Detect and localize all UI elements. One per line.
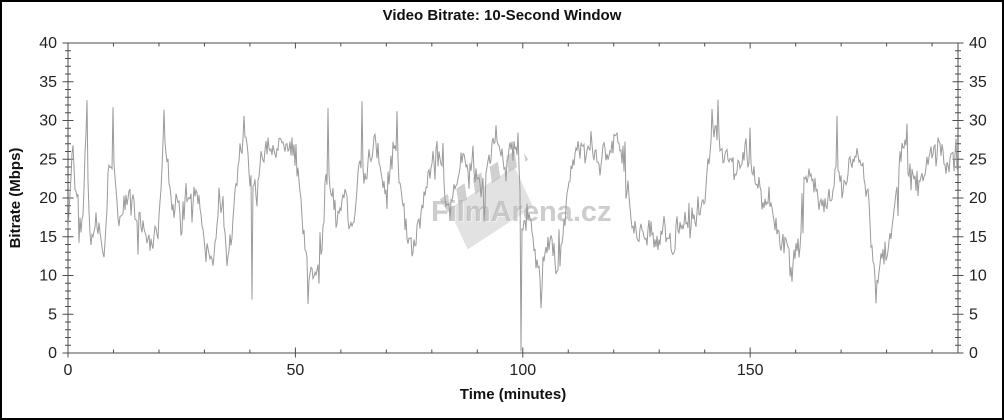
x-axis-label: Time (minutes) — [459, 386, 567, 403]
y-axis-tick-label-right: 5 — [969, 306, 978, 323]
y-axis-tick-label-right: 0 — [969, 345, 978, 362]
y-axis-tick-label-left: 0 — [48, 345, 57, 362]
y-axis-tick-label-right: 20 — [969, 190, 987, 207]
y-axis-tick-label-left: 20 — [39, 190, 57, 207]
y-axis-tick-label-left: 15 — [39, 229, 57, 246]
y-axis-tick-label-left: 30 — [39, 113, 57, 130]
y-axis-tick-label-left: 25 — [39, 151, 57, 168]
bitrate-line — [67, 99, 959, 352]
x-axis-tick-label: 0 — [64, 362, 73, 379]
chart-title: Video Bitrate: 10-Second Window — [382, 7, 622, 24]
y-axis-tick-label-left: 40 — [39, 35, 57, 52]
x-axis-tick-label: 50 — [286, 362, 304, 379]
y-axis-label: Bitrate (Mbps) — [7, 147, 24, 249]
y-axis-tick-label-left: 35 — [39, 74, 57, 91]
y-axis-tick-label-right: 10 — [969, 268, 987, 285]
plot-frame — [67, 42, 959, 354]
y-axis-tick-label-right: 40 — [969, 35, 987, 52]
y-axis-tick-label-right: 25 — [969, 151, 987, 168]
x-axis-tick-label: 150 — [737, 362, 764, 379]
y-axis-tick-label-right: 35 — [969, 74, 987, 91]
y-axis-tick-label-right: 15 — [969, 229, 987, 246]
y-axis-tick-label-left: 5 — [48, 306, 57, 323]
y-axis-tick-label-left: 10 — [39, 268, 57, 285]
x-axis-tick-label: 100 — [509, 362, 536, 379]
y-axis-tick-label-right: 30 — [969, 113, 987, 130]
